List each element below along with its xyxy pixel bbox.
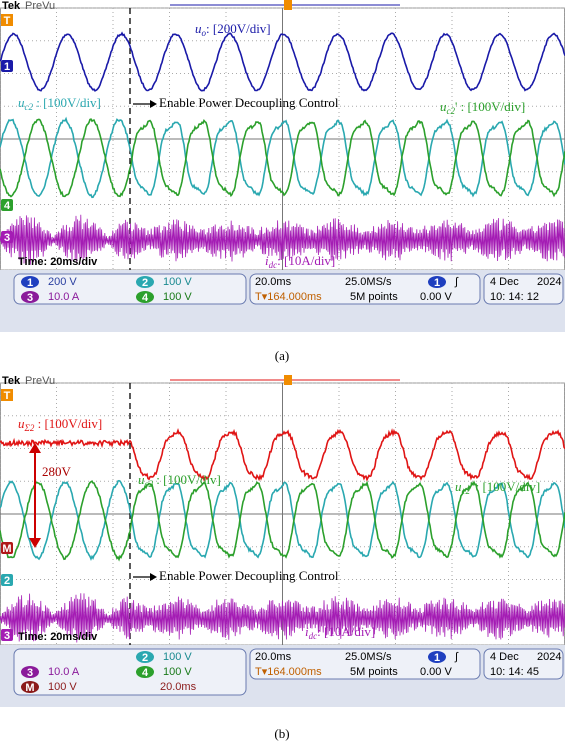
status-math-scale: 100 V: [48, 681, 77, 693]
brand: Tek: [2, 375, 21, 387]
mode: PreVu: [25, 375, 55, 387]
channel-badge-text: 1: [434, 277, 440, 289]
status-time: 10: 14: 45: [490, 666, 539, 678]
status-sample-rate: 25.0MS/s: [345, 651, 392, 663]
trigger-pos: [284, 0, 292, 10]
mode: PreVu: [25, 0, 55, 12]
status-time: 10: 14: 12: [490, 291, 539, 303]
channel-marker-text: 1: [4, 61, 10, 73]
caption: (b): [274, 726, 289, 741]
offset-label: 280V: [42, 464, 72, 479]
channel-badge-text: 3: [27, 292, 33, 304]
status-ch1-scale: 200 V: [48, 276, 77, 288]
status-trig-pos: T▾164.000ms: [255, 666, 322, 678]
label-rest: : [200V/div]: [206, 21, 271, 36]
status-year: 2024: [537, 651, 561, 663]
figure: TekPreVuT143uo: [200V/div]uc2 : [100V/di…: [0, 0, 565, 751]
channel-badge-text: 1: [27, 277, 33, 289]
status-trig-pos: T▾164.000ms: [255, 291, 322, 303]
status-ch3-scale: 10.0 A: [48, 291, 80, 303]
label-rest: : [100V/div]: [33, 95, 101, 110]
status-ch2-scale: 100 V: [163, 276, 192, 288]
channel-badge-text: M: [25, 682, 34, 694]
status-trig-level: 0.00 V: [420, 666, 452, 678]
status-date: 4 Dec: [490, 651, 519, 663]
label-sub: dc: [269, 260, 278, 270]
channel-marker-text: 4: [4, 200, 11, 212]
channel-badge-text: 4: [142, 667, 149, 679]
status-date: 4 Dec: [490, 276, 519, 288]
status-math-time: 20.0ms: [160, 681, 197, 693]
timebase: Time: 20ms/div: [18, 256, 98, 268]
trigger-pos: [284, 375, 292, 385]
annotation: Enable Power Decoupling Control: [159, 95, 339, 110]
channel-badge-text: 2: [142, 277, 148, 289]
status-ch4-scale: 100 V: [163, 291, 192, 303]
channel-marker-text: 3: [4, 232, 10, 244]
status-trig-level: 0.00 V: [420, 291, 452, 303]
channel-marker-text: M: [2, 543, 11, 555]
status-year: 2024: [537, 276, 561, 288]
channel-marker-text: 3: [4, 630, 10, 642]
label-rest: ' : [100V/div]: [455, 99, 525, 114]
caption: (a): [275, 348, 289, 363]
trace-label: uo: [200V/div]: [195, 21, 271, 38]
status-time-scale: 20.0ms: [255, 651, 292, 663]
label-rest: : [10A/div]: [277, 253, 335, 268]
trigger-marker-text: T: [4, 15, 11, 27]
channel-badge-text: 3: [27, 667, 33, 679]
trigger-marker-text: T: [4, 390, 11, 402]
status-sample-rate: 25.0MS/s: [345, 276, 392, 288]
status-ch3-scale: 10.0 A: [48, 666, 80, 678]
channel-marker-text: 2: [4, 575, 10, 587]
status-record: 5M points: [350, 666, 398, 678]
status-record: 5M points: [350, 291, 398, 303]
status-time-scale: 20.0ms: [255, 276, 292, 288]
brand: Tek: [2, 0, 21, 12]
annotation: Enable Power Decoupling Control: [159, 568, 339, 583]
label-rest: ' : [100V/div]: [470, 479, 540, 494]
channel-badge-text: 4: [142, 292, 149, 304]
label-rest: : [10A/div]: [317, 624, 375, 639]
status-ch4-scale: 100 V: [163, 666, 192, 678]
status-ch2-scale: 100 V: [163, 651, 192, 663]
timebase: Time: 20ms/div: [18, 631, 98, 643]
label-sub: dc: [309, 631, 318, 641]
label-sub: Σ2: [24, 423, 35, 433]
label-rest: : [100V/div]: [153, 472, 221, 487]
channel-badge-text: 2: [142, 652, 148, 664]
label-rest: : [100V/div]: [34, 416, 102, 431]
channel-badge-text: 1: [434, 652, 440, 664]
